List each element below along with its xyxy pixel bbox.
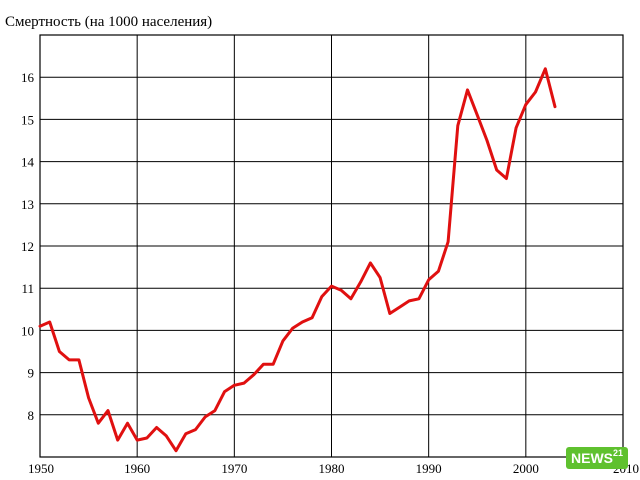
grid xyxy=(39,35,624,457)
x-tick-label: 1990 xyxy=(416,461,442,476)
x-tick-label: 1950 xyxy=(28,461,54,476)
x-axis-ticks: 1950196019701980199020002010 xyxy=(28,461,639,476)
y-tick-label: 13 xyxy=(21,197,34,212)
y-tick-label: 16 xyxy=(21,70,35,85)
chart-title: Смертность (на 1000 населения) xyxy=(5,14,212,30)
y-tick-label: 9 xyxy=(28,366,35,381)
y-tick-label: 15 xyxy=(21,112,34,127)
news21-logo: NEWS 21 xyxy=(566,447,628,469)
y-tick-label: 8 xyxy=(28,408,35,423)
x-tick-label: 1960 xyxy=(124,461,150,476)
x-tick-label: 1980 xyxy=(319,461,345,476)
series-line xyxy=(38,67,557,453)
y-tick-label: 11 xyxy=(21,281,34,296)
y-tick-label: 10 xyxy=(21,323,34,338)
y-axis-ticks: 8 9 10 11 12 13 14 15 16 xyxy=(21,70,35,423)
logo-badge: 21 xyxy=(613,448,623,458)
x-tick-label: 1970 xyxy=(221,461,247,476)
y-tick-label: 14 xyxy=(21,155,35,170)
x-tick-label: 2000 xyxy=(513,461,539,476)
y-tick-label: 12 xyxy=(21,239,34,254)
logo-text: NEWS xyxy=(571,450,613,466)
plot-frame xyxy=(39,34,624,458)
